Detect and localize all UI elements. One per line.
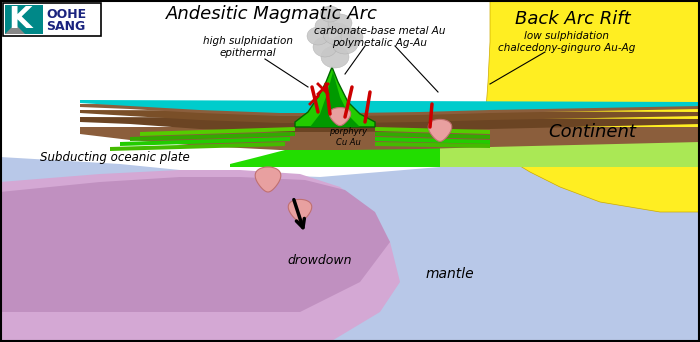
Text: mantle: mantle [426, 267, 475, 281]
Polygon shape [485, 0, 700, 212]
Text: Andesitic Magmatic Arc: Andesitic Magmatic Arc [166, 5, 378, 23]
Ellipse shape [321, 46, 349, 68]
Text: Subducting oceanic plate: Subducting oceanic plate [40, 150, 190, 163]
Ellipse shape [328, 14, 352, 32]
Polygon shape [329, 108, 351, 126]
Polygon shape [375, 142, 490, 148]
Polygon shape [310, 127, 700, 167]
Polygon shape [5, 24, 25, 34]
Text: drowdown: drowdown [288, 253, 352, 266]
Text: Back Arc Rift: Back Arc Rift [515, 10, 631, 28]
Polygon shape [288, 199, 312, 221]
Polygon shape [375, 137, 490, 144]
Text: SANG: SANG [46, 21, 85, 34]
Polygon shape [310, 72, 360, 127]
Polygon shape [375, 132, 490, 139]
Polygon shape [120, 137, 290, 146]
Polygon shape [80, 127, 700, 150]
Bar [5, 5, 43, 34]
Polygon shape [130, 132, 295, 141]
Polygon shape [80, 100, 700, 113]
Ellipse shape [313, 37, 337, 57]
Ellipse shape [320, 6, 340, 22]
Ellipse shape [315, 18, 335, 34]
Polygon shape [80, 110, 700, 123]
Polygon shape [230, 135, 440, 167]
Polygon shape [375, 127, 490, 134]
Text: OOHE: OOHE [46, 8, 86, 21]
Text: high sulphidation
epithermal: high sulphidation epithermal [203, 36, 293, 58]
Text: carbonate-base metal Au
polymetalic Ag-Au: carbonate-base metal Au polymetalic Ag-A… [314, 26, 446, 48]
Ellipse shape [332, 34, 358, 54]
Text: K: K [8, 4, 32, 34]
Polygon shape [295, 67, 375, 127]
Ellipse shape [323, 23, 351, 45]
Ellipse shape [307, 27, 329, 45]
Bar [3, 3, 101, 36]
Polygon shape [0, 147, 700, 342]
Polygon shape [0, 170, 400, 342]
Polygon shape [256, 167, 281, 192]
Polygon shape [110, 142, 285, 151]
Polygon shape [140, 127, 295, 136]
Polygon shape [80, 117, 700, 132]
Text: low sulphidation
chalcedony-ginguro Au-Ag: low sulphidation chalcedony-ginguro Au-A… [498, 31, 636, 53]
Ellipse shape [341, 28, 363, 46]
Polygon shape [428, 119, 452, 141]
Polygon shape [0, 177, 390, 312]
Polygon shape [80, 104, 700, 116]
Text: porphyry
Cu Au: porphyry Cu Au [329, 127, 367, 147]
Text: Continent: Continent [548, 123, 636, 141]
